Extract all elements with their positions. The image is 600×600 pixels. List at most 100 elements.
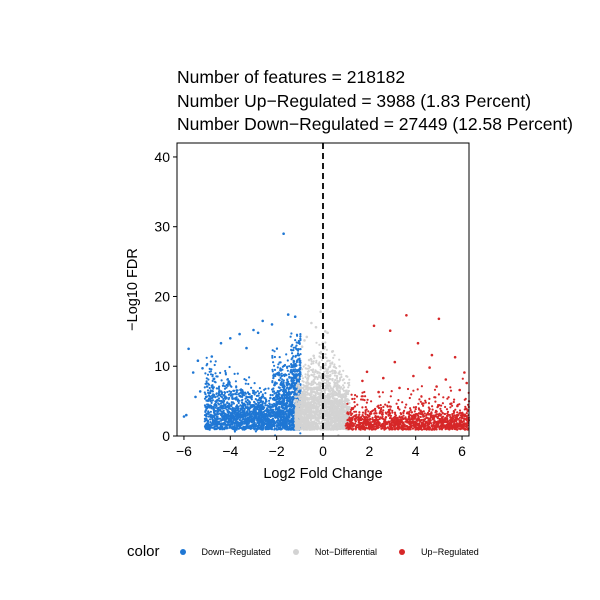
data-point xyxy=(272,423,275,426)
data-point xyxy=(250,386,253,389)
data-point xyxy=(325,405,329,408)
data-point xyxy=(319,404,322,407)
data-point xyxy=(295,427,298,431)
data-point xyxy=(441,411,444,415)
data-point xyxy=(330,411,333,414)
data-point xyxy=(246,416,250,419)
data-point xyxy=(424,401,427,404)
data-point xyxy=(338,358,341,361)
data-point xyxy=(205,377,208,380)
data-point xyxy=(278,406,281,409)
data-point xyxy=(217,392,220,395)
data-point xyxy=(225,426,228,429)
data-point xyxy=(249,396,252,399)
data-point xyxy=(305,377,309,380)
data-point xyxy=(286,365,289,368)
data-point xyxy=(342,406,345,410)
data-point xyxy=(220,391,224,394)
data-point xyxy=(342,369,345,372)
data-point xyxy=(343,400,346,403)
data-point xyxy=(301,391,304,394)
data-point xyxy=(226,390,229,394)
data-point xyxy=(221,411,225,414)
data-point xyxy=(337,399,340,403)
data-point xyxy=(292,368,295,371)
data-point xyxy=(317,364,321,367)
data-point xyxy=(297,382,300,385)
data-point xyxy=(336,388,339,391)
data-point xyxy=(225,408,228,411)
data-point xyxy=(244,421,247,424)
data-point xyxy=(315,405,318,408)
data-point xyxy=(284,404,287,407)
data-point xyxy=(217,387,220,390)
data-point xyxy=(427,402,431,405)
data-point xyxy=(302,396,306,400)
data-point xyxy=(248,376,251,379)
data-point xyxy=(230,427,233,430)
data-point xyxy=(225,386,228,389)
data-point xyxy=(309,408,312,412)
data-point xyxy=(300,397,303,400)
data-point xyxy=(308,403,311,406)
data-point xyxy=(255,425,258,428)
data-point xyxy=(327,427,331,430)
data-point xyxy=(205,415,208,418)
data-point xyxy=(323,378,326,381)
data-point xyxy=(307,411,310,414)
data-point xyxy=(217,413,220,416)
data-point xyxy=(355,424,358,427)
data-point xyxy=(306,416,309,420)
data-point xyxy=(296,395,300,398)
data-point xyxy=(212,405,215,409)
data-point xyxy=(204,410,207,413)
cluster-not-differential xyxy=(294,333,351,437)
data-point xyxy=(230,403,233,406)
data-point xyxy=(330,405,334,408)
data-point xyxy=(314,402,317,405)
data-point xyxy=(439,407,442,410)
data-point xyxy=(213,404,216,407)
data-point xyxy=(295,423,298,426)
data-point xyxy=(366,398,369,401)
data-point xyxy=(217,402,220,405)
data-point xyxy=(269,393,272,397)
data-point xyxy=(332,394,336,397)
data-point xyxy=(343,403,346,406)
data-point xyxy=(347,399,350,402)
data-point xyxy=(337,402,340,405)
data-point xyxy=(336,426,339,429)
data-point xyxy=(264,400,268,403)
data-point xyxy=(241,392,244,395)
data-point xyxy=(263,402,267,405)
cluster-down-regulated xyxy=(203,332,302,437)
data-point xyxy=(261,411,264,414)
data-point xyxy=(235,397,238,400)
data-point xyxy=(343,415,346,418)
data-point xyxy=(288,425,291,428)
data-point xyxy=(296,376,300,379)
data-point xyxy=(220,414,223,417)
data-point xyxy=(301,411,305,414)
data-point xyxy=(291,365,294,368)
data-point xyxy=(251,404,254,407)
data-point xyxy=(257,394,260,397)
data-point xyxy=(278,356,281,359)
data-point xyxy=(294,346,297,349)
data-point xyxy=(317,386,320,389)
data-point xyxy=(324,341,327,344)
data-point xyxy=(225,405,228,408)
data-point xyxy=(313,420,316,424)
data-point xyxy=(209,397,212,400)
data-point xyxy=(311,417,314,420)
data-point xyxy=(335,424,338,427)
data-point xyxy=(293,424,296,427)
data-point xyxy=(228,415,231,418)
data-point xyxy=(338,392,341,395)
data-point xyxy=(245,400,248,403)
data-point xyxy=(310,362,313,366)
data-point xyxy=(347,407,350,411)
data-point xyxy=(315,408,318,411)
data-point xyxy=(223,427,226,430)
